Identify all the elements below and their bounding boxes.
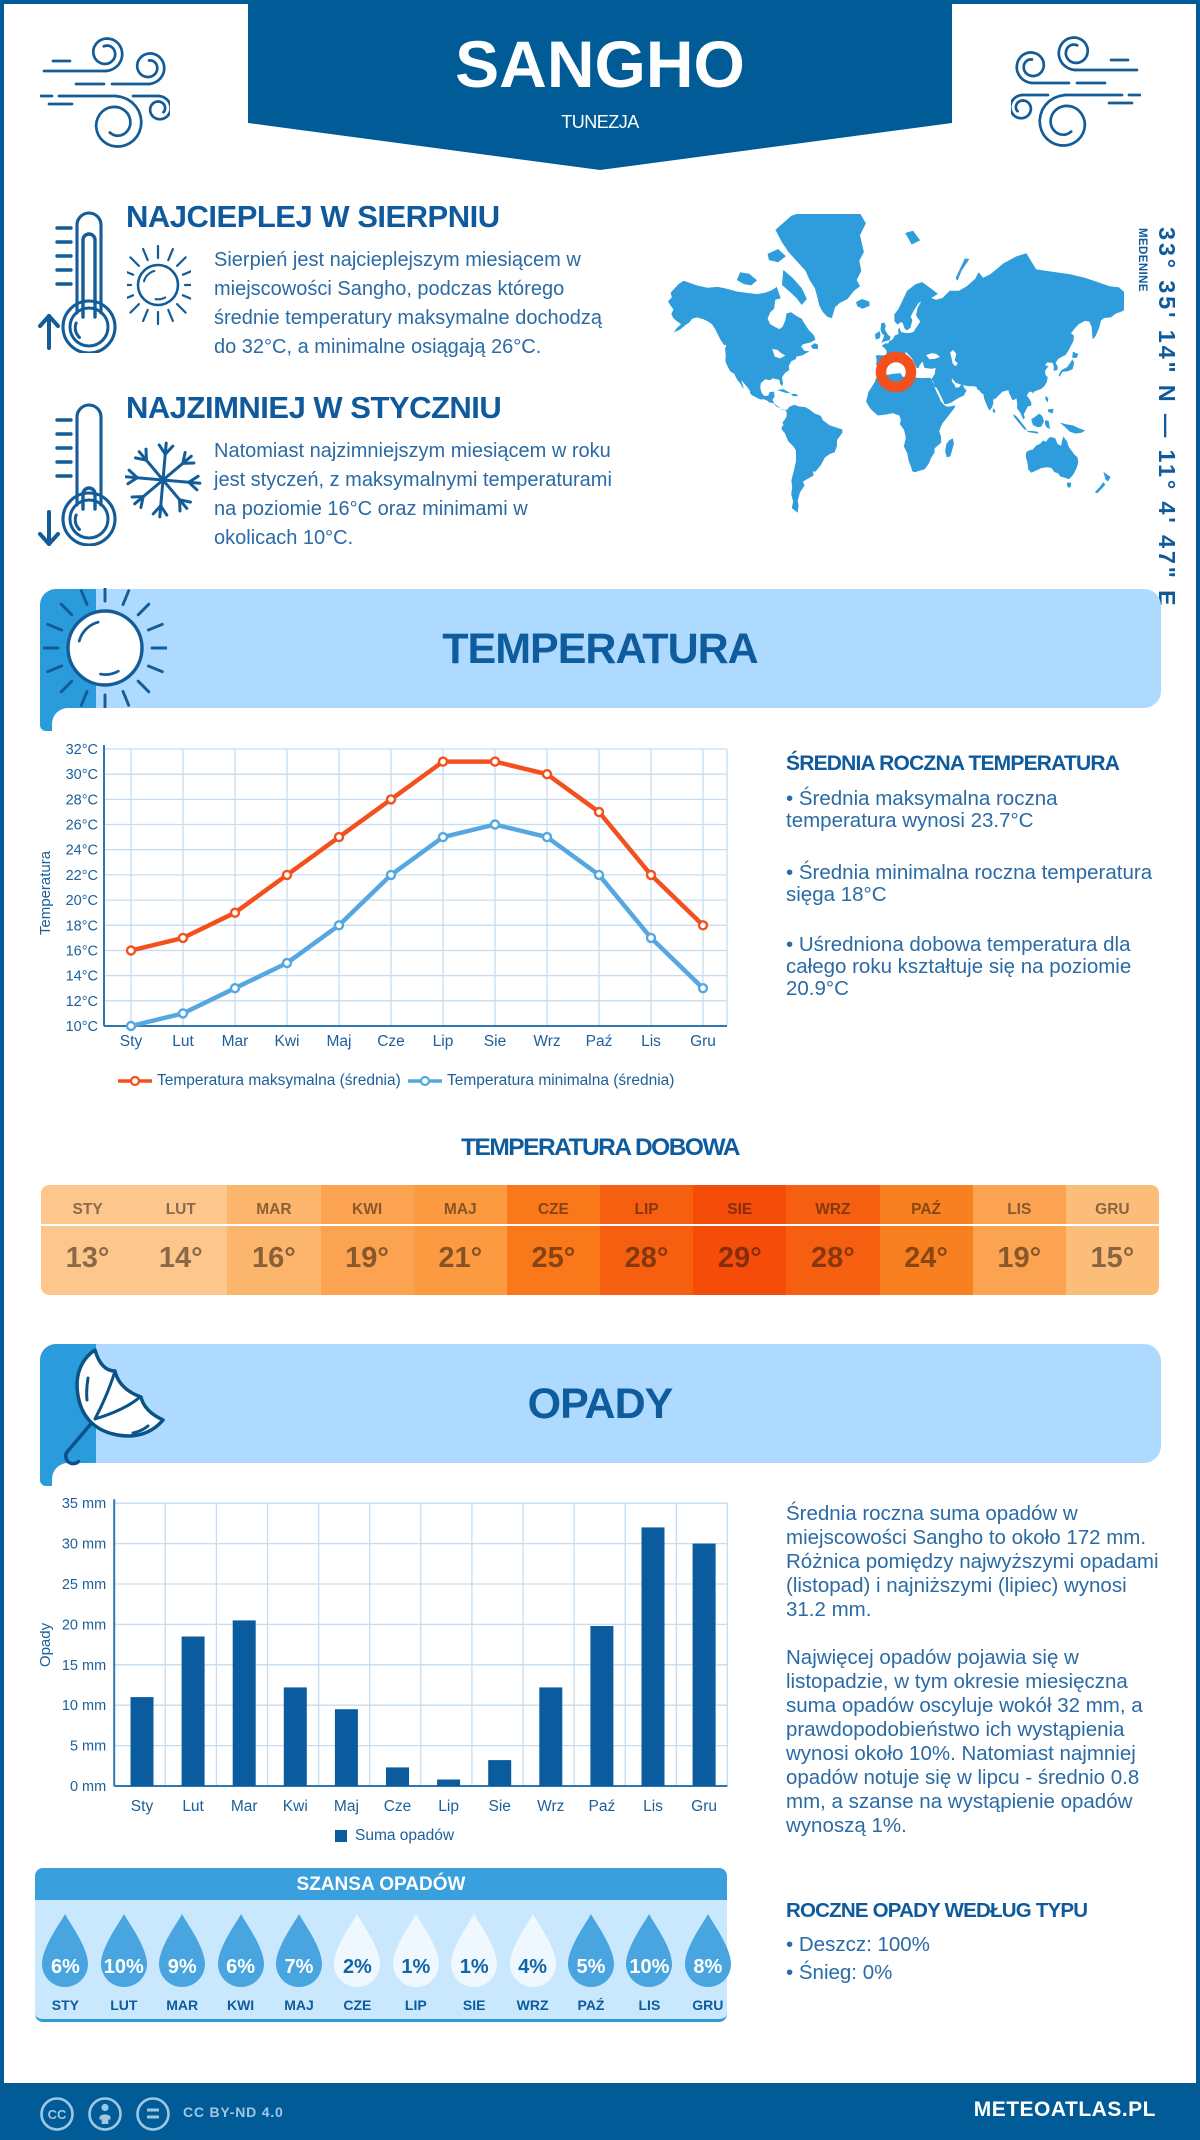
svg-text:14°C: 14°C	[66, 969, 98, 985]
svg-text:Sie: Sie	[484, 1033, 506, 1050]
svg-text:Sty: Sty	[131, 1798, 154, 1815]
svg-text:5 mm: 5 mm	[70, 1739, 106, 1755]
svg-text:Maj: Maj	[334, 1798, 359, 1815]
svg-text:Wrz: Wrz	[537, 1798, 564, 1815]
svg-text:Kwi: Kwi	[275, 1033, 300, 1050]
svg-text:10 mm: 10 mm	[62, 1698, 106, 1714]
svg-text:Kwi: Kwi	[283, 1798, 308, 1815]
svg-text:Temperatura: Temperatura	[40, 850, 54, 935]
svg-text:30°C: 30°C	[66, 767, 98, 783]
svg-text:Cze: Cze	[384, 1798, 412, 1815]
svg-text:Gru: Gru	[690, 1033, 716, 1050]
svg-text:Mar: Mar	[222, 1033, 249, 1050]
svg-text:26°C: 26°C	[66, 818, 98, 834]
svg-text:15 mm: 15 mm	[62, 1658, 106, 1674]
svg-text:Cze: Cze	[377, 1033, 405, 1050]
svg-text:Maj: Maj	[327, 1033, 352, 1050]
svg-text:30 mm: 30 mm	[62, 1537, 106, 1553]
svg-text:Opady: Opady	[40, 1622, 54, 1667]
svg-text:24°C: 24°C	[66, 843, 98, 859]
svg-text:CC: CC	[48, 2107, 67, 2122]
svg-text:Lut: Lut	[172, 1033, 194, 1050]
svg-text:16°C: 16°C	[66, 944, 98, 960]
svg-text:18°C: 18°C	[66, 918, 98, 934]
svg-text:22°C: 22°C	[66, 868, 98, 884]
svg-text:Paź: Paź	[589, 1798, 616, 1815]
svg-text:Gru: Gru	[691, 1798, 717, 1815]
svg-text:12°C: 12°C	[66, 994, 98, 1010]
svg-text:20 mm: 20 mm	[62, 1617, 106, 1633]
svg-text:Wrz: Wrz	[533, 1033, 560, 1050]
svg-text:28°C: 28°C	[66, 792, 98, 808]
svg-text:Sty: Sty	[120, 1033, 143, 1050]
svg-text:0 mm: 0 mm	[70, 1779, 106, 1795]
svg-text:20°C: 20°C	[66, 893, 98, 909]
svg-text:25 mm: 25 mm	[62, 1577, 106, 1593]
svg-text:Lip: Lip	[438, 1798, 459, 1815]
svg-text:10°C: 10°C	[66, 1019, 98, 1035]
svg-text:32°C: 32°C	[66, 742, 98, 758]
svg-text:Lip: Lip	[433, 1033, 454, 1050]
svg-text:Lis: Lis	[643, 1798, 663, 1815]
svg-text:Lut: Lut	[182, 1798, 204, 1815]
svg-text:Paź: Paź	[586, 1033, 613, 1050]
svg-text:Mar: Mar	[231, 1798, 258, 1815]
svg-text:Sie: Sie	[488, 1798, 510, 1815]
svg-text:Lis: Lis	[641, 1033, 661, 1050]
svg-text:35 mm: 35 mm	[62, 1498, 106, 1512]
